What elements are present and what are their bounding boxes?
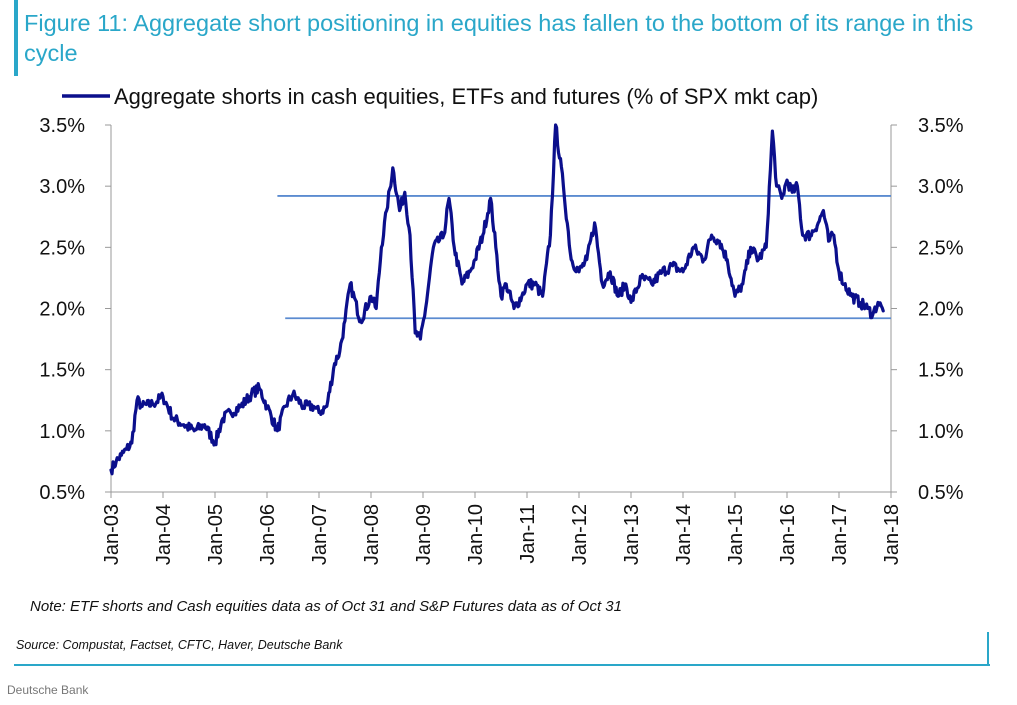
- x-tick-label: Jan-17: [829, 504, 851, 565]
- x-tick-label: Jan-05: [205, 504, 227, 565]
- legend-label: Aggregate shorts in cash equities, ETFs …: [114, 84, 818, 109]
- y-tick-label-left: 1.0%: [39, 421, 85, 443]
- y-tick-label-right: 1.0%: [918, 421, 964, 443]
- x-tick-label: Jan-15: [725, 504, 747, 565]
- x-tick-label: Jan-18: [881, 504, 903, 565]
- y-tick-label-left: 3.5%: [39, 115, 85, 137]
- y-tick-label-right: 2.0%: [918, 299, 964, 321]
- y-tick-label-left: 1.5%: [39, 360, 85, 382]
- source-right-border: [987, 632, 989, 666]
- y-tick-label-left: 0.5%: [39, 482, 85, 504]
- x-tick-label: Jan-09: [413, 504, 435, 565]
- y-tick-label-left: 2.5%: [39, 237, 85, 259]
- y-tick-label-right: 2.5%: [918, 237, 964, 259]
- x-tick-label: Jan-07: [309, 504, 331, 565]
- x-tick-label: Jan-08: [361, 504, 383, 565]
- series-group: [109, 123, 885, 476]
- legend: Aggregate shorts in cash equities, ETFs …: [62, 84, 818, 109]
- source-divider: [14, 664, 990, 666]
- y-tick-label-right: 1.5%: [918, 360, 964, 382]
- x-tick-label: Jan-13: [621, 504, 643, 565]
- reference-lines: [277, 195, 891, 320]
- y-tick-label-right: 3.5%: [918, 115, 964, 137]
- x-tick-label: Jan-11: [517, 504, 539, 564]
- y-tick-label-left: 2.0%: [39, 299, 85, 321]
- figure-title: Figure 11: Aggregate short positioning i…: [24, 10, 974, 66]
- x-tick-label: Jan-03: [101, 504, 123, 565]
- series-line-aggregate-shorts: [109, 123, 885, 476]
- footer-brand: Deutsche Bank: [7, 683, 89, 697]
- x-tick-label: Jan-12: [569, 504, 591, 565]
- chart-note: Note: ETF shorts and Cash equities data …: [30, 598, 622, 615]
- x-tick-label: Jan-16: [777, 504, 799, 565]
- x-tick-label: Jan-10: [465, 504, 487, 565]
- title-accent-bar: [14, 0, 18, 76]
- axes: 0.5% 0.5% 1.0% 1.0% 1.5% 1.5% 2.0% 2.0% 2.5% 2.5%…: [39, 115, 963, 565]
- line-chart: Aggregate shorts in cash equities, ETFs …: [39, 84, 963, 565]
- x-tick-label: Jan-06: [257, 504, 279, 565]
- y-tick-label-right: 3.0%: [918, 176, 964, 198]
- y-tick-label-left: 3.0%: [39, 176, 85, 198]
- x-tick-label: Jan-14: [673, 504, 695, 565]
- x-tick-label: Jan-04: [153, 504, 175, 565]
- source-text: Source: Compustat, Factset, CFTC, Haver,…: [16, 638, 343, 652]
- y-tick-label-right: 0.5%: [918, 482, 964, 504]
